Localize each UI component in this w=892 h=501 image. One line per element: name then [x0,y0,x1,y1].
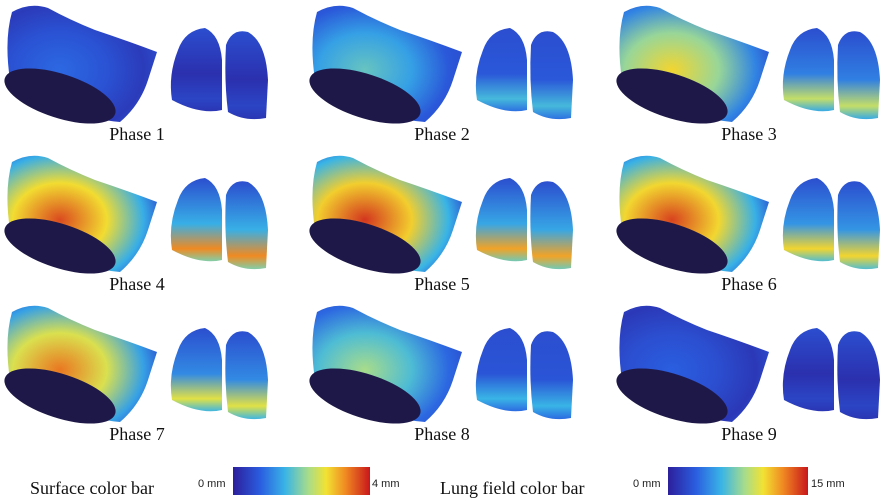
colorbar-max: 4 mm [372,478,400,490]
lung-left [783,28,834,111]
surface-colorbar: Surface color bar 0 mm 4 mm [30,467,400,498]
panel: Phase 1 [0,6,268,144]
lung-right [530,31,573,119]
lung-right [837,181,880,269]
lung-right [225,31,268,119]
figure: Phase 1 Phase 2 Phase 3 Phase 4 Phase 5 Phase… [0,0,892,501]
colorbar-title: Lung field color bar [440,478,584,498]
panel-label: Phase 3 [721,124,777,144]
lung-left [783,328,834,411]
panel-label: Phase 9 [721,424,777,444]
panel: Phase 2 [303,6,573,144]
panel: Phase 5 [303,156,573,294]
lung-left [171,328,222,411]
lung-right [225,181,268,269]
panel-label: Phase 5 [414,274,470,294]
lung-left [171,28,222,111]
lung-right [530,181,573,269]
lung-left [171,178,222,261]
panel: Phase 8 [303,306,573,444]
lung-right [837,31,880,119]
panel-label: Phase 6 [721,274,777,294]
panel-label: Phase 4 [109,274,165,294]
panel: Phase 4 [0,156,268,294]
colorbar [233,467,370,495]
panel-label: Phase 1 [109,124,165,144]
lung-right [837,331,880,419]
lung-left [476,178,527,261]
lung-right [530,331,573,419]
panel-label: Phase 8 [414,424,470,444]
panel-label: Phase 2 [414,124,470,144]
lung-left [476,328,527,411]
lung-colorbar: Lung field color bar 0 mm 15 mm [440,467,845,498]
colorbar-min: 0 mm [633,478,661,490]
panel: Phase 6 [610,156,880,294]
lung-left [476,28,527,111]
panels: Phase 1 Phase 2 Phase 3 Phase 4 Phase 5 Phase… [0,6,880,444]
panel: Phase 7 [0,306,268,444]
colorbar [668,467,808,495]
colorbar-title: Surface color bar [30,478,154,498]
panel: Phase 9 [610,306,880,444]
lung-left [783,178,834,261]
panel: Phase 3 [610,6,880,144]
lung-right [225,331,268,419]
colorbar-max: 15 mm [811,478,845,490]
panel-label: Phase 7 [109,424,165,444]
colorbar-min: 0 mm [198,478,226,490]
